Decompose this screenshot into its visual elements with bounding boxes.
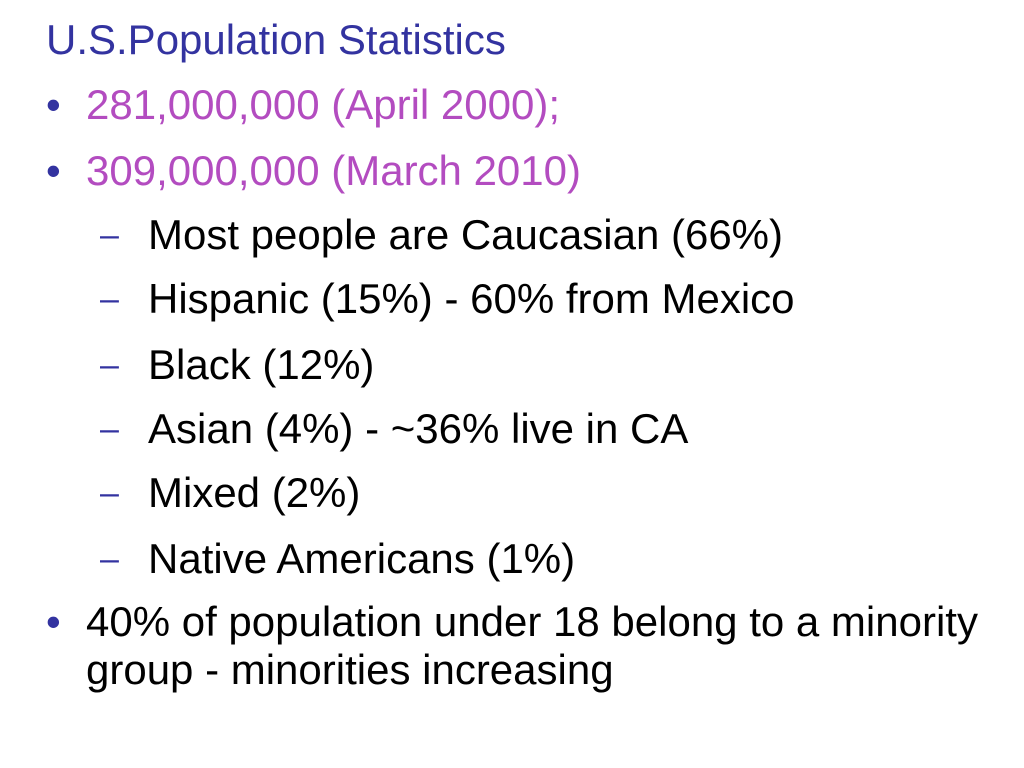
sub-bullet-text: Asian (4%) - ~36% live in CA — [148, 405, 689, 452]
sub-bullet-item: – Asian (4%) - ~36% live in CA — [100, 404, 689, 454]
sub-bullet-text: Mixed (2%) — [148, 469, 361, 516]
sub-bullet-text: Native Americans (1%) — [148, 535, 576, 582]
bullet-marker: • — [46, 147, 61, 194]
dash-marker: – — [100, 216, 119, 254]
bullet-item: • 40% of population under 18 belong to a… — [46, 598, 1016, 694]
sub-bullet-item: – Most people are Caucasian (66%) — [100, 210, 784, 260]
bullet-text: 309,000,000 (March 2010) — [86, 147, 581, 194]
sub-bullet-item: – Hispanic (15%) - 60% from Mexico — [100, 274, 795, 324]
sub-bullet-text: Most people are Caucasian (66%) — [148, 211, 784, 258]
slide-title: U.S.Population Statistics — [46, 16, 506, 63]
bullet-marker: • — [46, 81, 61, 128]
dash-marker: – — [100, 474, 119, 512]
sub-bullet-text: Hispanic (15%) - 60% from Mexico — [148, 275, 795, 322]
sub-bullet-item: – Mixed (2%) — [100, 468, 361, 518]
bullet-marker: • — [46, 598, 61, 645]
bullet-item: • 281,000,000 (April 2000); — [46, 80, 560, 130]
bullet-item: • 309,000,000 (March 2010) — [46, 146, 581, 196]
dash-marker: – — [100, 540, 119, 578]
sub-bullet-text: Black (12%) — [148, 341, 375, 388]
bullet-text: 281,000,000 (April 2000); — [86, 81, 560, 128]
dash-marker: – — [100, 280, 119, 318]
bullet-text: 40% of population under 18 belong to a m… — [86, 598, 978, 693]
sub-bullet-item: – Native Americans (1%) — [100, 534, 576, 584]
dash-marker: – — [100, 346, 119, 384]
sub-bullet-item: – Black (12%) — [100, 340, 375, 390]
dash-marker: – — [100, 410, 119, 448]
